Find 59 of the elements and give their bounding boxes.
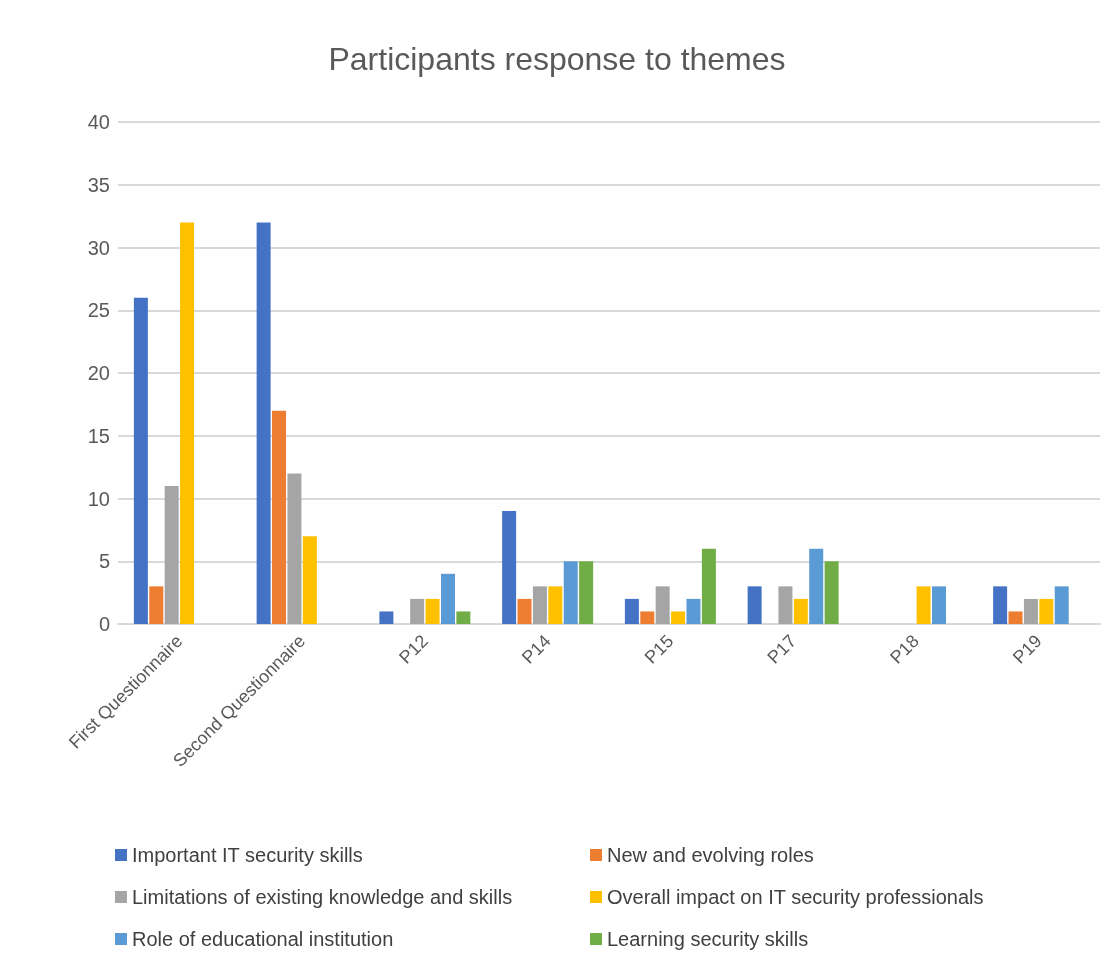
legend-label: New and evolving roles bbox=[607, 844, 814, 866]
bar bbox=[149, 586, 164, 624]
x-tick-label: P15 bbox=[640, 630, 678, 668]
y-tick-label: 25 bbox=[87, 299, 110, 322]
y-tick-label: 10 bbox=[87, 487, 110, 510]
bar bbox=[579, 561, 594, 624]
bar bbox=[440, 573, 455, 624]
bar bbox=[256, 222, 271, 624]
bar bbox=[747, 586, 762, 624]
bar bbox=[655, 586, 670, 624]
bar bbox=[640, 611, 655, 624]
bar bbox=[502, 511, 517, 624]
legend-label: Role of educational institution bbox=[132, 928, 394, 950]
bar bbox=[456, 611, 471, 624]
bar bbox=[624, 598, 639, 624]
x-tick-label: P17 bbox=[763, 630, 801, 668]
bar bbox=[272, 410, 287, 624]
bar bbox=[793, 598, 808, 624]
bar bbox=[532, 586, 547, 624]
y-tick-label: 30 bbox=[87, 236, 110, 259]
bar bbox=[517, 598, 532, 624]
bar bbox=[824, 561, 839, 624]
bar bbox=[425, 598, 440, 624]
y-tick-label: 0 bbox=[98, 613, 110, 635]
bar bbox=[778, 586, 793, 624]
y-tick-label: 20 bbox=[87, 362, 110, 384]
bar bbox=[548, 586, 563, 624]
x-tick-label: P19 bbox=[1008, 630, 1046, 668]
bar bbox=[180, 222, 195, 624]
bar bbox=[164, 485, 179, 624]
bar bbox=[993, 586, 1008, 624]
bar bbox=[287, 473, 302, 624]
bar bbox=[410, 598, 425, 624]
bar bbox=[1039, 598, 1054, 624]
bar bbox=[916, 586, 931, 624]
chart-title: Participants response to themes bbox=[328, 41, 786, 77]
x-tick-label: P18 bbox=[886, 630, 923, 668]
y-tick-label: 40 bbox=[87, 111, 110, 133]
y-tick-label: 15 bbox=[87, 424, 110, 447]
legend-label: Important IT security skills bbox=[132, 844, 363, 866]
legend-label: Overall impact on IT security professionals bbox=[607, 886, 984, 908]
bar bbox=[302, 536, 317, 624]
x-tick-label: P14 bbox=[517, 630, 555, 668]
y-tick-label: 35 bbox=[87, 173, 110, 196]
x-tick-label: P12 bbox=[395, 630, 432, 668]
bar bbox=[671, 611, 686, 624]
bar bbox=[379, 611, 394, 624]
bar bbox=[686, 598, 701, 624]
bar bbox=[809, 548, 824, 624]
bar bbox=[701, 548, 716, 624]
legend-label: Learning security skills bbox=[607, 928, 809, 950]
y-tick-label: 5 bbox=[98, 550, 110, 573]
bar bbox=[931, 586, 946, 624]
bar bbox=[1023, 598, 1038, 624]
bar bbox=[1008, 611, 1023, 624]
bar bbox=[1054, 586, 1069, 624]
legend-label: Limitations of existing knowledge and skills bbox=[132, 886, 513, 908]
bar bbox=[133, 297, 148, 624]
bar bbox=[563, 561, 578, 624]
